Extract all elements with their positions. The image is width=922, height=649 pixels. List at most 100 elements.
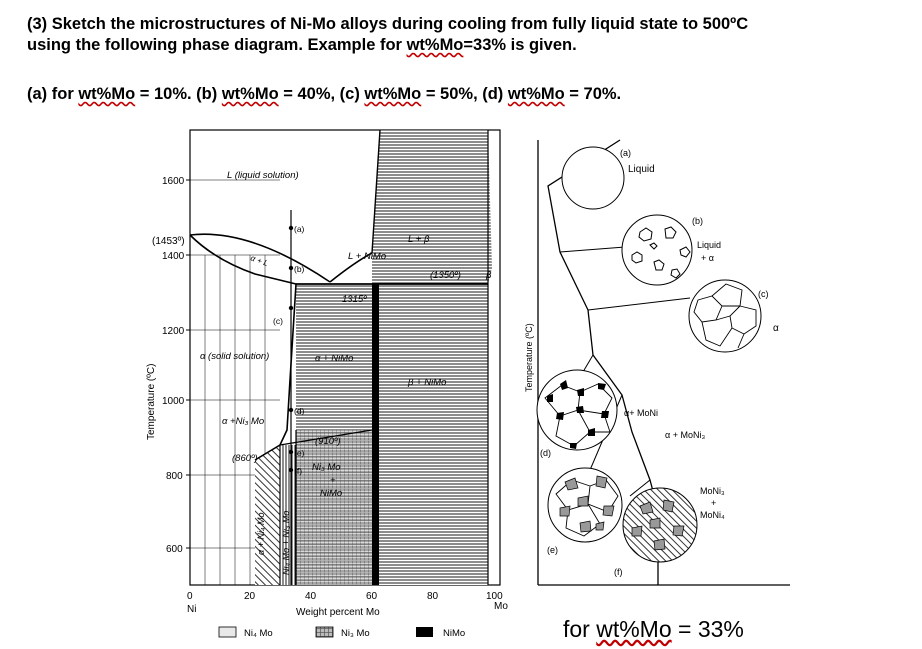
pd-point-f: (f) [294, 466, 302, 476]
pd-x-60: 60 [366, 591, 378, 602]
pd-liquidus-beta [371, 129, 381, 254]
ms-label-liquid-b: Liquid [697, 240, 721, 250]
pd-solidus [189, 234, 297, 285]
pd-label-ni4mo-ni3mo: Ni₄ Mo + Ni₃ Mo [281, 511, 291, 575]
pd-ticks [186, 179, 190, 549]
ms-label-moni4: MoNi₄ [700, 510, 725, 520]
pd-label-alpha-ni4mo: α + Ni₄ Mo [256, 513, 266, 556]
pd-point-e: (e) [294, 448, 305, 458]
pd-y-1400: 1400 [162, 251, 185, 262]
ms-label-d: (d) [540, 448, 551, 458]
pd-region-alpha-ni4mo [255, 445, 280, 585]
pd-label-ni3mo: Ni₃ Mo [312, 462, 341, 473]
pd-legend: Ni₄ Mo Ni₃ Mo NiMo [218, 626, 465, 639]
pd-nimo-line [372, 284, 379, 585]
ms-label-b: (b) [692, 216, 703, 226]
pd-label-beta-nimo: β + NiMo [407, 377, 446, 388]
pd-y-axis-label: Temperature (ºC) [146, 364, 157, 440]
part-c-pre: (c) [339, 85, 365, 103]
legend-swatch-nimo [416, 627, 433, 637]
example-caption: for wt%Mo = 33% [563, 616, 744, 643]
pd-y-1600: 1600 [162, 176, 185, 187]
pd-y-tick-labels: 1600 1400 1200 1000 800 600 (1453º) [152, 176, 185, 555]
pd-label-alpha-nimo: α + NiMo [315, 353, 353, 364]
ms-label-alpha-moni: α+ MoNi [624, 408, 658, 418]
pd-y-800: 800 [166, 471, 183, 482]
pd-x-80: 80 [427, 591, 439, 602]
micro-sketch: Temperature (ºC) [524, 139, 790, 586]
ms-label-plus-alpha: + α [701, 253, 714, 263]
pd-label-1350: (1350º) [430, 270, 461, 281]
pd-y-melt: (1453º) [152, 236, 185, 247]
pd-point-b: (b) [294, 264, 305, 274]
pd-label-liquid: L (liquid solution) [227, 170, 299, 181]
pd-region-l-beta [372, 130, 492, 284]
pd-label-nimo: NiMo [320, 488, 342, 499]
legend-label-ni3mo: Ni₃ Mo [341, 628, 370, 639]
pd-x-20: 20 [244, 591, 256, 602]
pd-x-axis-label: Weight percent Mo [296, 607, 380, 618]
question-line-2-wavy: wt%Mo [406, 36, 464, 54]
pd-liquidus [189, 233, 331, 283]
pd-y-1000: 1000 [162, 396, 185, 407]
ms-label-moni3: MoNi₃ [700, 486, 725, 496]
part-d-post: = 70%. [564, 85, 622, 103]
pd-label-l-beta: L + β [408, 234, 430, 245]
ms-circle-c [688, 279, 762, 353]
pd-label-beta: β [485, 270, 492, 281]
question-parts: (a) for wt%Mo = 10%. (b) wt%Mo = 40%, (c… [27, 84, 621, 104]
phase-diagram: 1600 1400 1200 1000 800 600 (1453º) Temp… [146, 129, 508, 639]
pd-y-1200: 1200 [162, 326, 185, 337]
pd-point-d: (d) [294, 406, 305, 416]
ms-label-a: (a) [620, 148, 631, 158]
legend-label-ni4mo: Ni₄ Mo [244, 628, 273, 639]
pd-label-860: (860º) [232, 453, 258, 464]
pd-region-ni3mo-nimo [296, 430, 372, 585]
part-a-post: = 10%. [135, 85, 197, 103]
pd-x-0: 0 [187, 591, 193, 602]
legend-swatch-ni3mo [315, 626, 334, 638]
pd-910-line [279, 429, 373, 446]
legend-swatch-ni4mo [218, 626, 237, 638]
ms-label-alpha-moni3: α + MoNi₃ [665, 430, 705, 440]
question-line-1-text: (3) Sketch the microstructures of Ni-Mo … [27, 15, 749, 33]
pd-y-600: 600 [166, 544, 183, 555]
pd-label-1315: 1315º [342, 294, 367, 305]
pd-label-alpha-l: α + L [249, 253, 269, 268]
pd-region-ni4mo-ni3mo [280, 445, 296, 585]
part-d-wavy: wt%Mo [507, 85, 565, 103]
caption-pre: for [563, 616, 597, 642]
pd-label-l-nimo: L + NiMo [348, 251, 386, 262]
ms-circle-a [561, 146, 625, 210]
part-b-post: = 40%, [278, 85, 340, 103]
part-c-wavy: wt%Mo [364, 85, 422, 103]
ms-label-f: (f) [614, 567, 623, 577]
part-a-wavy: wt%Mo [78, 85, 136, 103]
pd-point-c: (c) [273, 316, 283, 326]
ms-label-e: (e) [547, 545, 558, 555]
ms-circle-b [621, 214, 693, 286]
ms-label-alpha: α [773, 323, 779, 334]
pd-x-mo: Mo [494, 601, 508, 612]
pd-x-tick-labels: 0 20 40 60 80 100 Ni Mo Weight percent M… [187, 591, 508, 618]
legend-label-nimo: NiMo [443, 628, 465, 639]
pd-x-40: 40 [305, 591, 317, 602]
question-line-2-post: =33% is given. [463, 36, 577, 54]
pd-path-points [288, 225, 294, 473]
ms-label-c: (c) [758, 289, 769, 299]
pd-liquidus-right [329, 252, 373, 283]
pd-label-alpha-ni3mo: α +Ni₃ Mo [222, 416, 264, 427]
part-c-post: = 50%, [421, 85, 483, 103]
part-b-wavy: wt%Mo [221, 85, 279, 103]
question-line-2-pre: using the following phase diagram. Examp… [27, 36, 407, 54]
pd-x-ni: Ni [187, 604, 196, 615]
ms-labels: (a) Liquid (b) Liquid + α (c) α α+ MoNi … [540, 148, 779, 577]
question-line-2: using the following phase diagram. Examp… [27, 35, 577, 55]
pd-label-plus: + [330, 475, 336, 486]
ms-label-liquid: Liquid [628, 164, 655, 175]
ms-label-plus-2: + [711, 498, 716, 508]
pd-region-beta-nimo [372, 284, 488, 585]
part-d-pre: (d) [482, 85, 508, 103]
pd-x-100: 100 [486, 591, 503, 602]
